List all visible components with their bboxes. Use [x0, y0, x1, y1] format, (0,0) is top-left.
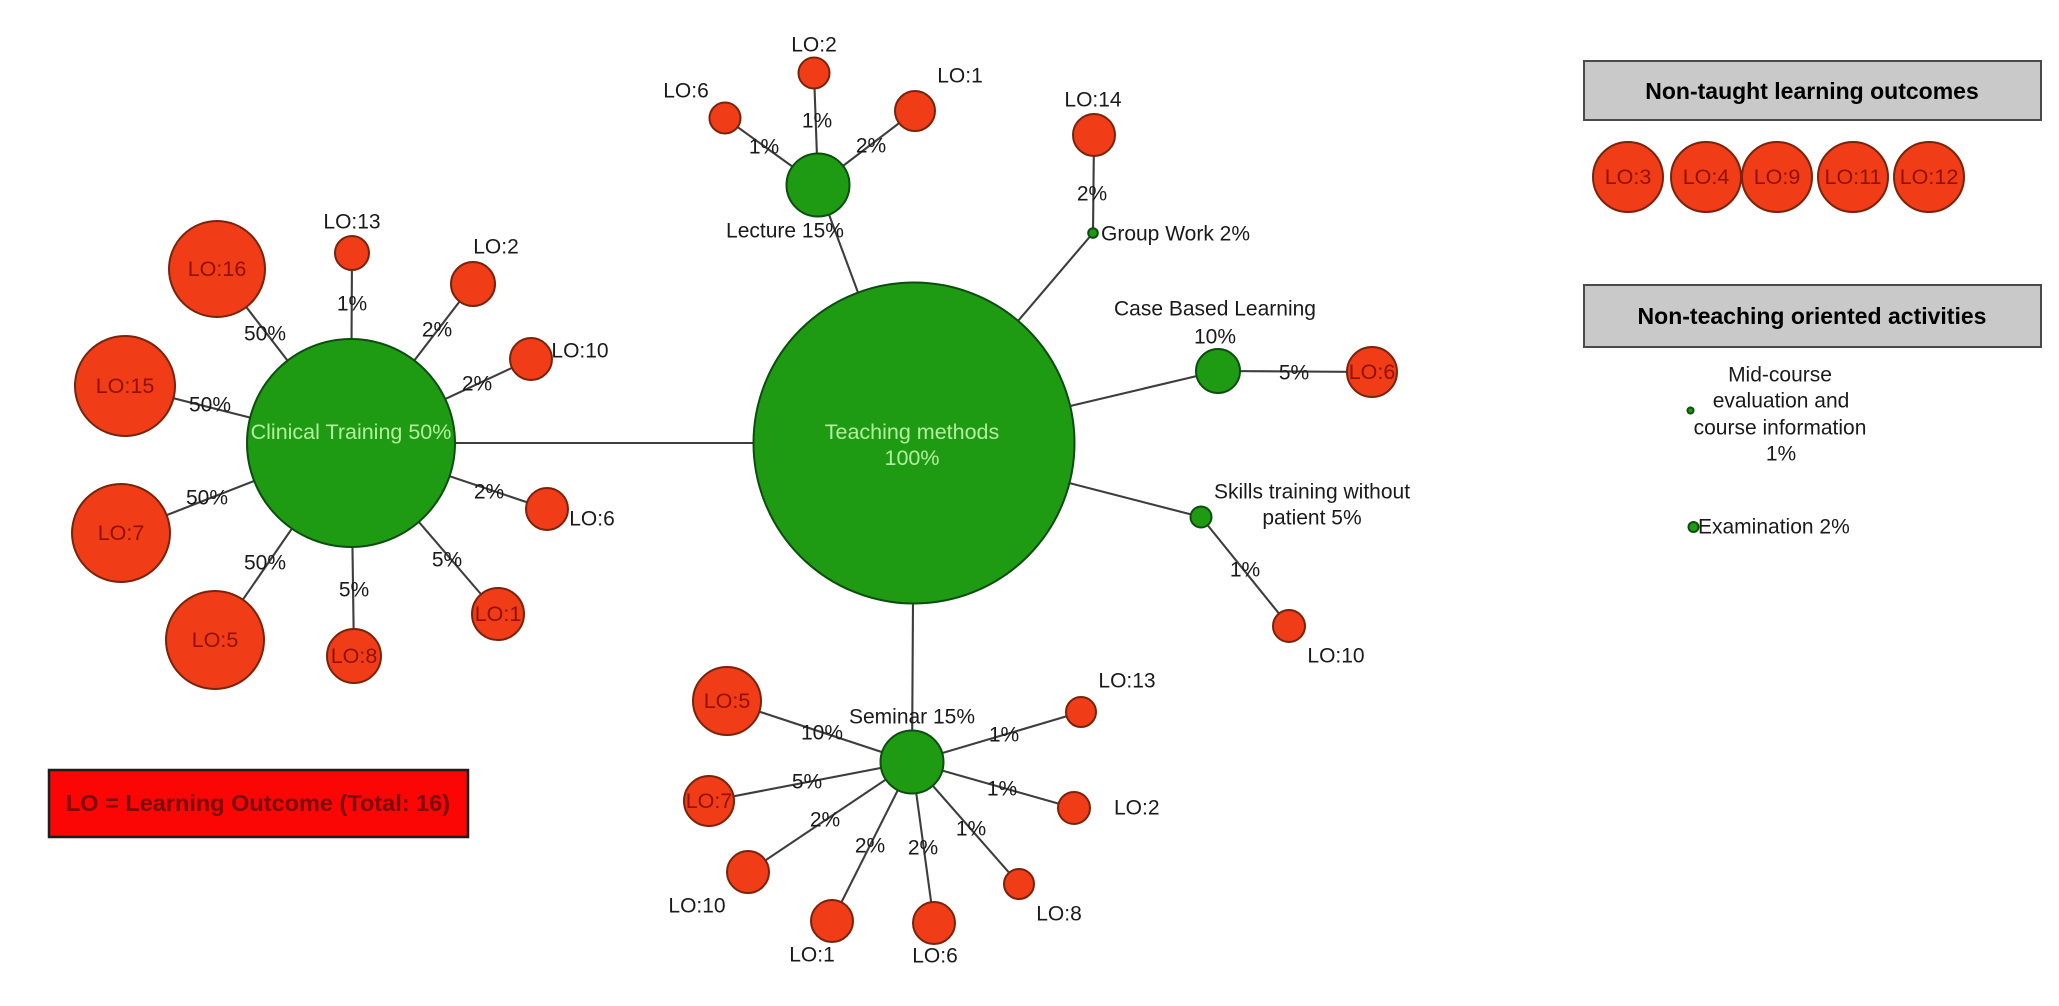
svg-text:LO:13: LO:13 [323, 211, 380, 234]
svg-text:Lecture 15%: Lecture 15% [726, 220, 844, 243]
svg-text:LO:2: LO:2 [473, 236, 519, 259]
svg-text:2%: 2% [422, 319, 452, 342]
svg-text:1%: 1% [749, 136, 779, 159]
svg-text:10%: 10% [1194, 326, 1236, 349]
svg-text:LO:14: LO:14 [1064, 89, 1122, 112]
svg-text:Seminar 15%: Seminar 15% [849, 706, 975, 729]
svg-text:LO:9: LO:9 [1754, 165, 1801, 189]
svg-text:2%: 2% [908, 837, 938, 860]
svg-text:2%: 2% [462, 373, 492, 396]
svg-text:LO:15: LO:15 [96, 374, 155, 398]
svg-text:1%: 1% [802, 110, 832, 133]
svg-text:Group Work 2%: Group Work 2% [1101, 223, 1250, 246]
svg-text:1%: 1% [987, 778, 1017, 801]
svg-text:LO:5: LO:5 [704, 689, 751, 713]
svg-text:LO:16: LO:16 [188, 257, 247, 281]
svg-text:50%: 50% [189, 394, 231, 417]
svg-text:10%: 10% [801, 722, 843, 745]
svg-text:patient 5%: patient 5% [1262, 507, 1361, 530]
svg-text:50%: 50% [186, 487, 228, 510]
svg-text:Clinical Training 50%: Clinical Training 50% [251, 420, 452, 444]
svg-text:LO:6: LO:6 [663, 80, 709, 103]
svg-text:2%: 2% [1077, 183, 1107, 206]
svg-text:5%: 5% [792, 771, 822, 794]
svg-text:LO:6: LO:6 [569, 508, 615, 531]
svg-text:LO:7: LO:7 [98, 521, 145, 545]
svg-text:Non-taught learning outcomes: Non-taught learning outcomes [1645, 78, 1979, 104]
svg-text:LO:10: LO:10 [1307, 645, 1364, 668]
svg-text:1%: 1% [337, 293, 367, 316]
svg-text:Skills training without: Skills training without [1214, 481, 1410, 504]
svg-text:1%: 1% [989, 724, 1019, 747]
svg-text:LO:1: LO:1 [475, 602, 522, 626]
svg-text:1%: 1% [1766, 443, 1796, 466]
svg-text:2%: 2% [855, 835, 885, 858]
svg-text:1%: 1% [956, 818, 986, 841]
svg-text:LO:13: LO:13 [1098, 670, 1155, 693]
svg-text:LO:12: LO:12 [1900, 165, 1959, 189]
svg-text:course information: course information [1694, 417, 1867, 440]
svg-text:Mid-course: Mid-course [1728, 364, 1832, 387]
svg-text:5%: 5% [432, 549, 462, 572]
svg-text:LO:6: LO:6 [912, 945, 958, 968]
svg-text:50%: 50% [244, 323, 286, 346]
svg-text:5%: 5% [339, 579, 369, 602]
svg-text:LO:10: LO:10 [668, 895, 725, 918]
svg-text:LO:1: LO:1 [937, 65, 983, 88]
svg-text:LO:10: LO:10 [551, 340, 608, 363]
svg-text:LO:1: LO:1 [789, 944, 835, 967]
svg-text:50%: 50% [244, 552, 286, 575]
svg-text:LO:2: LO:2 [1114, 797, 1160, 820]
svg-text:LO:7: LO:7 [686, 789, 733, 813]
svg-text:LO = Learning Outcome (Total:: LO = Learning Outcome (Total: 16) [66, 790, 450, 816]
svg-text:Teaching methods: Teaching methods [825, 420, 1000, 444]
svg-text:Case Based Learning: Case Based Learning [1114, 298, 1316, 321]
svg-text:LO:2: LO:2 [791, 34, 837, 57]
svg-text:LO:4: LO:4 [1683, 165, 1730, 189]
svg-text:5%: 5% [1279, 362, 1309, 385]
svg-text:2%: 2% [810, 809, 840, 832]
svg-text:LO:8: LO:8 [331, 644, 378, 668]
svg-text:LO:11: LO:11 [1825, 165, 1882, 189]
svg-text:2%: 2% [474, 481, 504, 504]
svg-text:100%: 100% [885, 446, 940, 470]
svg-text:Examination 2%: Examination 2% [1698, 516, 1850, 539]
svg-text:Non-teaching oriented activiti: Non-teaching oriented activities [1638, 303, 1987, 329]
svg-text:LO:6: LO:6 [1349, 360, 1396, 384]
svg-text:evaluation and: evaluation and [1713, 390, 1850, 413]
svg-text:LO:3: LO:3 [1605, 165, 1652, 189]
svg-text:2%: 2% [856, 135, 886, 158]
svg-text:LO:8: LO:8 [1036, 903, 1082, 926]
svg-text:LO:5: LO:5 [192, 628, 239, 652]
svg-text:1%: 1% [1230, 559, 1260, 582]
